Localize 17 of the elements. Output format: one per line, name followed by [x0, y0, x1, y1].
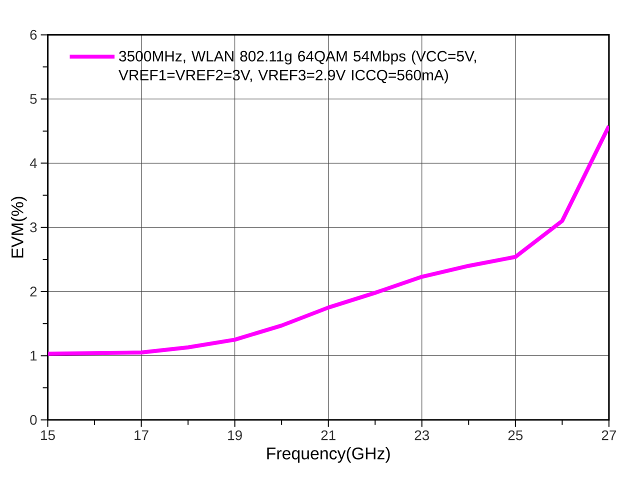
- x-tick-label: 21: [321, 430, 336, 440]
- x-tick-label: 19: [228, 430, 242, 440]
- x-axis-title: Frequency(GHz): [267, 447, 390, 464]
- y-tick-label: 6: [30, 30, 37, 40]
- y-tick-label: 5: [30, 94, 37, 104]
- line-series: [48, 124, 609, 356]
- x-tick-label: 27: [602, 430, 616, 440]
- y-axis-title: EVM(%): [10, 197, 27, 258]
- x-tick-label: 15: [41, 430, 55, 440]
- x-tick-label: 23: [414, 430, 430, 440]
- y-tick-label: 3: [30, 222, 37, 233]
- x-tick-label: 25: [508, 430, 523, 440]
- y-tick-label: 1: [30, 351, 37, 361]
- x-tick-label: 17: [134, 430, 148, 440]
- y-tick-label: 2: [30, 286, 37, 297]
- y-tick-label: 0: [30, 415, 37, 426]
- y-tick-label: 4: [30, 158, 37, 168]
